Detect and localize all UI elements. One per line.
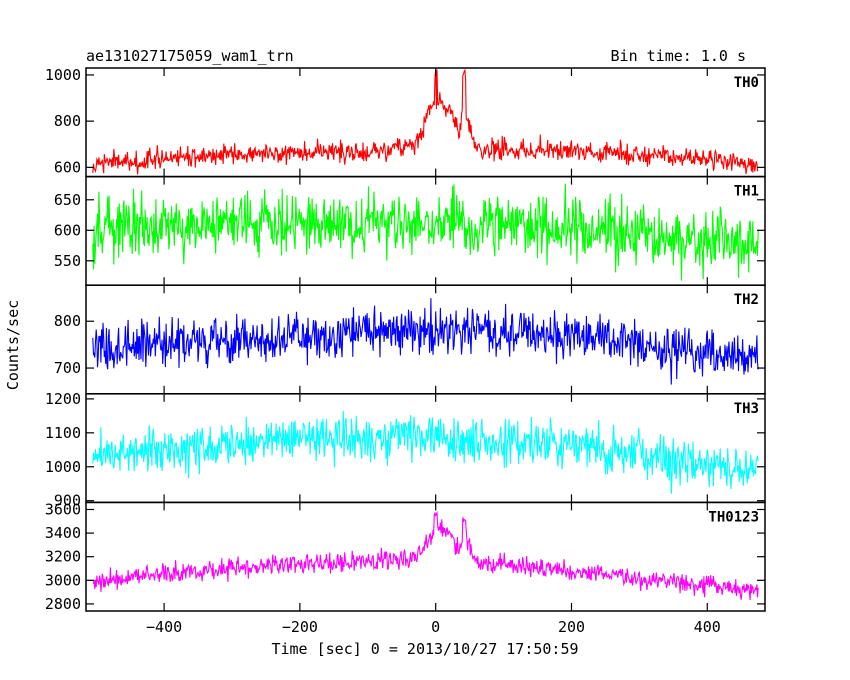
y-tick-label: 3600 — [45, 500, 81, 518]
y-tick-label: 700 — [54, 359, 81, 377]
y-tick-label: 650 — [54, 191, 81, 209]
series-line-th0 — [92, 68, 759, 175]
x-axis-label: Time [sec] 0 = 2013/10/27 17:50:59 — [271, 640, 578, 658]
y-tick-label: 1100 — [45, 424, 81, 442]
panel-th1: 550 600 650 TH1 — [54, 175, 766, 286]
y-axis-label: Counts/sec — [4, 300, 22, 390]
y-tick-label: 2800 — [45, 595, 81, 613]
panel-th0123: 2800 3000 3200 3400 3600 TH0123 −400 −200 0 200 40… — [45, 500, 766, 636]
series-line-th0123 — [92, 510, 759, 601]
panel-th0: 600 800 1000 TH0 — [45, 66, 766, 178]
y-tick-label: 1000 — [45, 458, 81, 476]
y-tick-label: 600 — [54, 221, 81, 239]
y-tick-label: 1200 — [45, 390, 81, 408]
x-tick-label: −200 — [282, 618, 318, 636]
x-tick-label: 0 — [431, 618, 440, 636]
x-tick-label: 400 — [694, 618, 721, 636]
panel-label: TH0 — [734, 75, 759, 91]
panel-group: 600 800 1000 TH0 550 600 650 TH1 700 800 TH2 900 100… — [45, 66, 766, 636]
y-tick-label: 3400 — [45, 524, 81, 542]
panel-frame — [85, 501, 766, 612]
y-tick-label: 3200 — [45, 548, 81, 566]
panel-label: TH3 — [734, 401, 759, 417]
bin-time-label: Bin time: 1.0 s — [611, 47, 746, 65]
y-tick-label: 800 — [54, 312, 81, 330]
series-line-th1 — [92, 183, 759, 281]
panel-label: TH0123 — [708, 509, 759, 525]
y-tick-label: 550 — [54, 252, 81, 270]
chart-title: ae131027175059_wam1_trn — [86, 47, 294, 65]
panel-th3: 900 1000 1100 1200 TH3 — [45, 390, 766, 510]
y-tick-label: 3000 — [45, 571, 81, 589]
y-tick-label: 1000 — [45, 66, 81, 84]
x-tick-label: 200 — [558, 618, 585, 636]
series-line-th3 — [92, 410, 759, 494]
y-tick-label: 900 — [54, 492, 81, 510]
y-tick-label: 800 — [54, 112, 81, 130]
panel-label: TH2 — [734, 292, 759, 308]
series-line-th2 — [92, 298, 759, 385]
x-tick-label: −400 — [146, 618, 182, 636]
panel-th2: 700 800 TH2 — [54, 284, 766, 395]
panel-label: TH1 — [734, 184, 759, 200]
y-tick-label: 600 — [54, 158, 81, 176]
